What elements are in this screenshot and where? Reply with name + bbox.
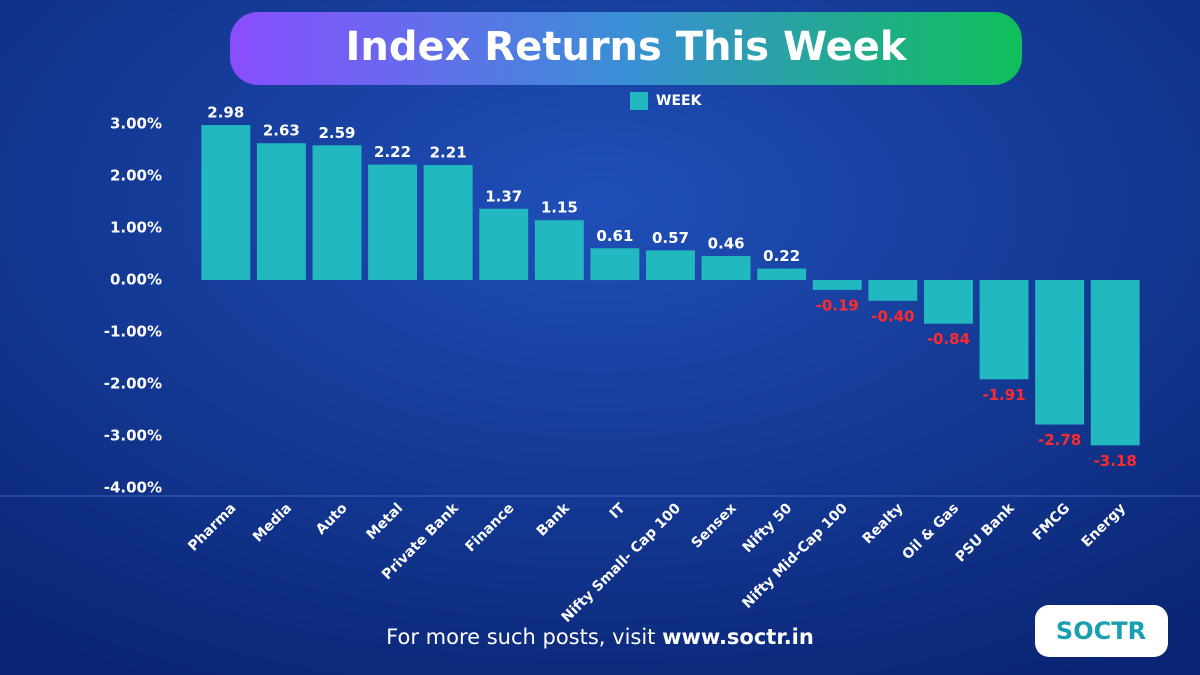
value-label: 2.22 xyxy=(374,143,411,161)
value-label: 0.57 xyxy=(652,229,689,247)
bar xyxy=(1035,280,1085,425)
bar xyxy=(812,280,862,290)
y-tick-label: -1.00% xyxy=(104,323,162,341)
brand: SOCTR xyxy=(1056,617,1146,645)
footer: For more such posts, visit www.soctr.in xyxy=(386,625,814,649)
y-tick-label: -4.00% xyxy=(104,479,162,497)
bar xyxy=(201,125,251,280)
bar xyxy=(534,220,584,280)
value-label: 2.98 xyxy=(207,104,244,122)
bar xyxy=(479,208,529,280)
value-label: -3.18 xyxy=(1094,452,1137,470)
y-tick-label: -3.00% xyxy=(104,427,162,445)
value-label: -0.40 xyxy=(871,307,914,325)
bar xyxy=(757,268,807,280)
y-tick-label: 1.00% xyxy=(110,219,162,237)
y-tick-label: 2.00% xyxy=(110,167,162,185)
value-label: 0.61 xyxy=(596,227,633,245)
value-label: 2.21 xyxy=(430,144,467,162)
legend-label: WEEK xyxy=(656,93,703,109)
value-label: 1.15 xyxy=(541,199,578,217)
y-tick-label: -2.00% xyxy=(104,375,162,393)
bar xyxy=(590,248,640,280)
bar xyxy=(979,280,1029,380)
value-label: 2.59 xyxy=(318,124,355,142)
value-label: 2.63 xyxy=(263,122,300,140)
value-label: -0.19 xyxy=(816,296,859,314)
brand-box xyxy=(1035,605,1168,657)
bar xyxy=(646,250,695,280)
legend-swatch xyxy=(630,92,648,110)
footer-text: For more such posts, visit xyxy=(386,625,662,649)
bar xyxy=(312,145,362,280)
footer-link[interactable]: www.soctr.in xyxy=(662,625,814,649)
y-tick-label: 3.00% xyxy=(110,115,162,133)
chart-title: Index Returns This Week xyxy=(345,24,907,70)
bar xyxy=(368,164,418,280)
value-label: 0.22 xyxy=(763,247,800,265)
bar xyxy=(423,165,473,280)
bar xyxy=(256,143,306,280)
value-label: 0.46 xyxy=(708,235,745,253)
bar xyxy=(1090,280,1140,446)
value-label: -2.78 xyxy=(1038,431,1081,449)
bar xyxy=(701,256,751,280)
value-label: -0.84 xyxy=(927,330,970,348)
y-tick-label: 0.00% xyxy=(110,271,162,289)
bar xyxy=(868,280,918,301)
value-label: -1.91 xyxy=(982,386,1025,404)
value-label: 1.37 xyxy=(485,187,522,205)
title-pill xyxy=(230,12,1022,85)
bar xyxy=(923,280,973,324)
